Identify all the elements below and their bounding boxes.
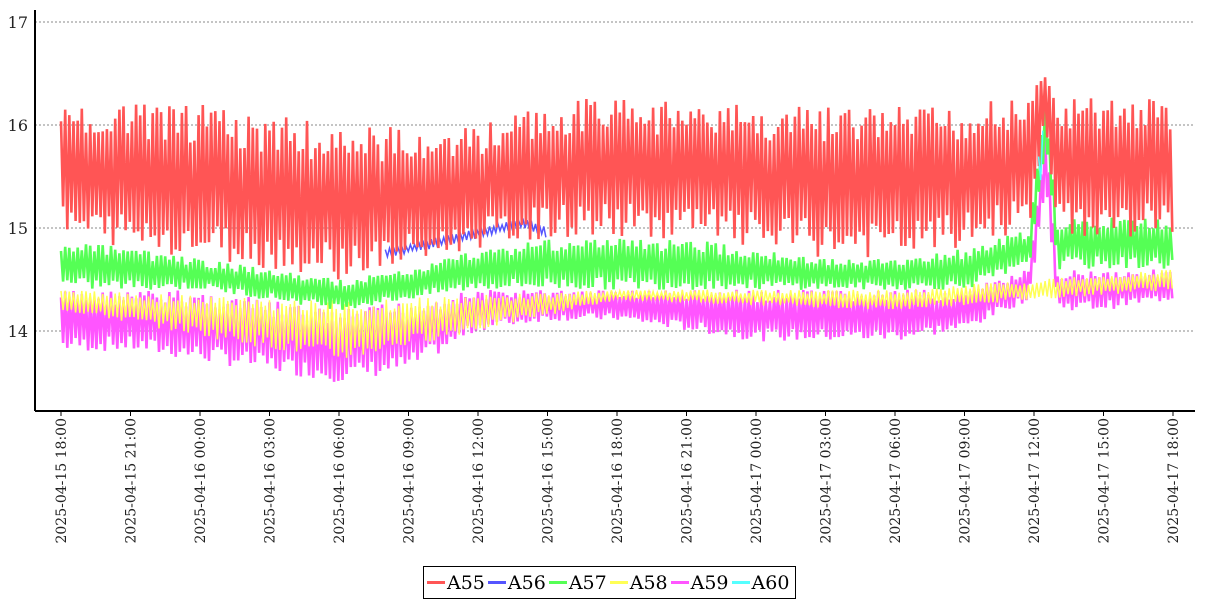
legend-label: A59 [690,571,729,594]
legend-label: A57 [568,571,607,594]
x-tick-label: 2025-04-16 12:00 [471,418,487,544]
x-tick-label: 2025-04-16 21:00 [680,418,696,544]
y-tick-label: 15 [8,219,28,238]
x-tick-label: 2025-04-16 18:00 [610,418,626,544]
series-line-a58 [60,269,1174,358]
x-tick-label: 2025-04-17 03:00 [819,418,835,544]
x-tick-label: 2025-04-16 15:00 [541,418,557,544]
x-tick-label: 2025-04-15 18:00 [54,418,70,544]
legend-label: A55 [447,571,485,594]
legend-item-a58[interactable]: A58 [609,571,668,594]
x-tick-label: 2025-04-17 09:00 [958,418,974,544]
series-line-a55 [59,77,1174,280]
legend-item-a57[interactable]: A57 [548,571,607,594]
x-tick-label: 2025-04-16 03:00 [263,418,279,544]
series-layer [59,77,1174,382]
legend-swatch [670,581,689,584]
x-tick-label: 2025-04-17 00:00 [749,418,765,544]
legend-item-a60[interactable]: A60 [731,571,790,594]
y-tick-label: 16 [8,116,28,135]
legend-label: A60 [751,571,790,594]
legend-swatch [731,581,750,584]
x-tick-label: 2025-04-17 18:00 [1166,418,1182,544]
legend-swatch [487,581,506,584]
x-tick-labels: 2025-04-15 18:00 2025-04-15 21:00 2025-04-… [54,411,1182,544]
x-tick-label: 2025-04-15 21:00 [124,418,140,544]
legend-swatch [609,581,628,584]
legend-swatch [548,581,567,584]
y-tick-label: 14 [8,322,28,341]
series-line-a60 [1037,130,1044,181]
legend-item-a59[interactable]: A59 [670,571,729,594]
series-line-a57 [59,100,1174,310]
y-tick-label: 17 [8,13,28,32]
legend: A55 A56 A57 A58 A59 A60 [423,566,797,599]
legend-item-a56[interactable]: A56 [487,571,546,594]
x-tick-label: 2025-04-17 12:00 [1027,418,1043,544]
legend-label: A58 [629,571,668,594]
x-tick-label: 2025-04-16 09:00 [402,418,418,544]
axes [34,10,1195,412]
legend-swatch [427,581,445,584]
x-tick-label: 2025-04-17 15:00 [1097,418,1113,544]
y-tick-labels: 14 15 16 17 [8,13,28,341]
x-tick-label: 2025-04-17 06:00 [888,418,904,544]
legend-item-a55[interactable]: A55 [427,572,485,594]
legend-label: A56 [507,571,546,594]
x-tick-label: 2025-04-16 00:00 [193,418,209,544]
x-tick-label: 2025-04-16 06:00 [332,418,348,544]
